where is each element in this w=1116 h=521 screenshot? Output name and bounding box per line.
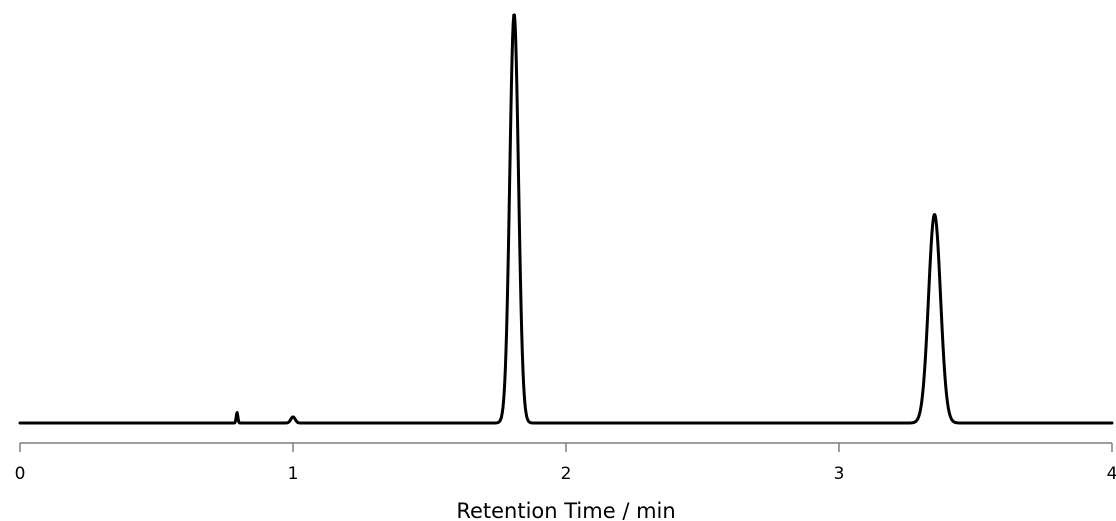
chromatogram-trace <box>18 13 1114 425</box>
trace-layer <box>18 13 1114 425</box>
x-tick-label-4: 4 <box>1107 464 1116 484</box>
x-tick-label-3: 3 <box>834 464 845 484</box>
x-axis-title: Retention Time / min <box>456 499 675 521</box>
x-tick-label-0: 0 <box>15 464 26 484</box>
x-tick-label-1: 1 <box>288 464 299 484</box>
axis-labels: Retention Time / min 0 1 2 3 4 <box>15 464 1116 521</box>
x-tick-label-2: 2 <box>561 464 572 484</box>
x-axis <box>19 442 1113 452</box>
